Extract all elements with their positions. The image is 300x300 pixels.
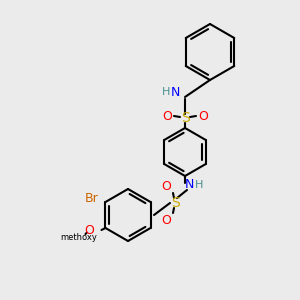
Text: O: O xyxy=(198,110,208,122)
Text: O: O xyxy=(161,179,171,193)
Text: methoxy: methoxy xyxy=(60,233,97,242)
Text: N: N xyxy=(170,85,180,98)
Text: O: O xyxy=(85,224,94,238)
Text: O: O xyxy=(162,110,172,122)
Text: S: S xyxy=(181,111,189,125)
Text: S: S xyxy=(171,196,179,210)
Text: H: H xyxy=(195,180,203,190)
Text: N: N xyxy=(184,178,194,191)
Text: Br: Br xyxy=(85,193,98,206)
Text: H: H xyxy=(162,87,170,97)
Text: O: O xyxy=(161,214,171,226)
